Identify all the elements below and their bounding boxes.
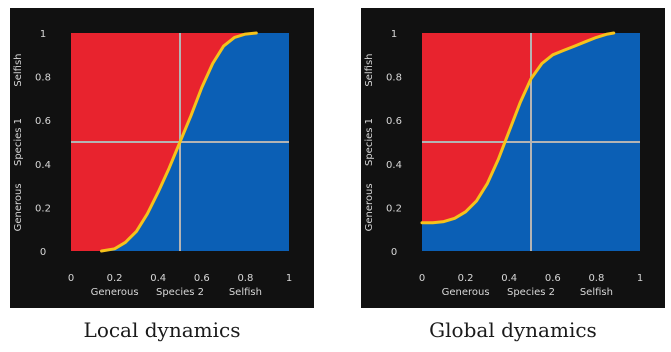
x-axis-label-low: Generous <box>442 287 490 298</box>
generous-region <box>422 33 614 223</box>
x-tick-label: 0.8 <box>588 273 604 284</box>
y-axis-label-mid: Species 1 <box>13 118 24 166</box>
chart-panel-local: 0 0.2 0.4 0.6 0.8 1 0 0.2 0.4 0.6 0.8 1 Generous Spec… <box>10 8 314 308</box>
y-axis-label-mid: Species 1 <box>364 118 375 166</box>
y-axis-label-high: Selfish <box>364 53 375 86</box>
y-tick-label: 1 <box>40 29 46 40</box>
y-tick-label: 0.2 <box>386 203 402 214</box>
boundary-curve <box>100 31 258 253</box>
y-tick-label: 1 <box>391 29 397 40</box>
x-tick-label: 0.4 <box>501 273 517 284</box>
chart-svg-global: 0 0.2 0.4 0.6 0.8 1 0 0.2 0.4 0.6 0.8 1 Generous Spec… <box>361 8 665 308</box>
y-tick-label: 0.6 <box>35 116 51 127</box>
x-tick-label: 1 <box>637 273 643 284</box>
y-axis-label-high: Selfish <box>13 53 24 86</box>
x-tick-label: 0.6 <box>194 273 210 284</box>
x-tick-label: 0 <box>68 273 74 284</box>
y-tick-label: 0 <box>40 247 46 258</box>
x-axis-label-mid: Species 2 <box>156 287 204 298</box>
x-tick-label: 0 <box>419 273 425 284</box>
x-tick-label: 0.8 <box>237 273 253 284</box>
x-axis-label-low: Generous <box>91 287 139 298</box>
y-tick-label: 0.4 <box>386 160 402 171</box>
y-tick-label: 0.4 <box>35 160 51 171</box>
caption-global: Global dynamics <box>429 318 597 342</box>
y-tick-label: 0.8 <box>35 73 51 84</box>
x-axis-label-mid: Species 2 <box>507 287 555 298</box>
y-tick-label: 0.8 <box>386 73 402 84</box>
x-axis-label-high: Selfish <box>580 287 613 298</box>
y-tick-label: 0.2 <box>35 203 51 214</box>
chart-panel-global: 0 0.2 0.4 0.6 0.8 1 0 0.2 0.4 0.6 0.8 1 Generous Spec… <box>361 8 665 308</box>
x-tick-label: 0.6 <box>545 273 561 284</box>
x-tick-label: 1 <box>286 273 292 284</box>
x-axis-label-high: Selfish <box>229 287 262 298</box>
y-axis-label-low: Generous <box>13 183 24 231</box>
caption-local: Local dynamics <box>83 318 241 342</box>
y-axis-label-low: Generous <box>364 183 375 231</box>
y-tick-label: 0 <box>391 247 397 258</box>
chart-svg-local: 0 0.2 0.4 0.6 0.8 1 0 0.2 0.4 0.6 0.8 1 Generous Spec… <box>10 8 314 308</box>
x-tick-label: 0.2 <box>458 273 474 284</box>
x-tick-label: 0.2 <box>107 273 123 284</box>
y-tick-label: 0.6 <box>386 116 402 127</box>
boundary-curve <box>420 31 616 225</box>
x-tick-label: 0.4 <box>150 273 166 284</box>
